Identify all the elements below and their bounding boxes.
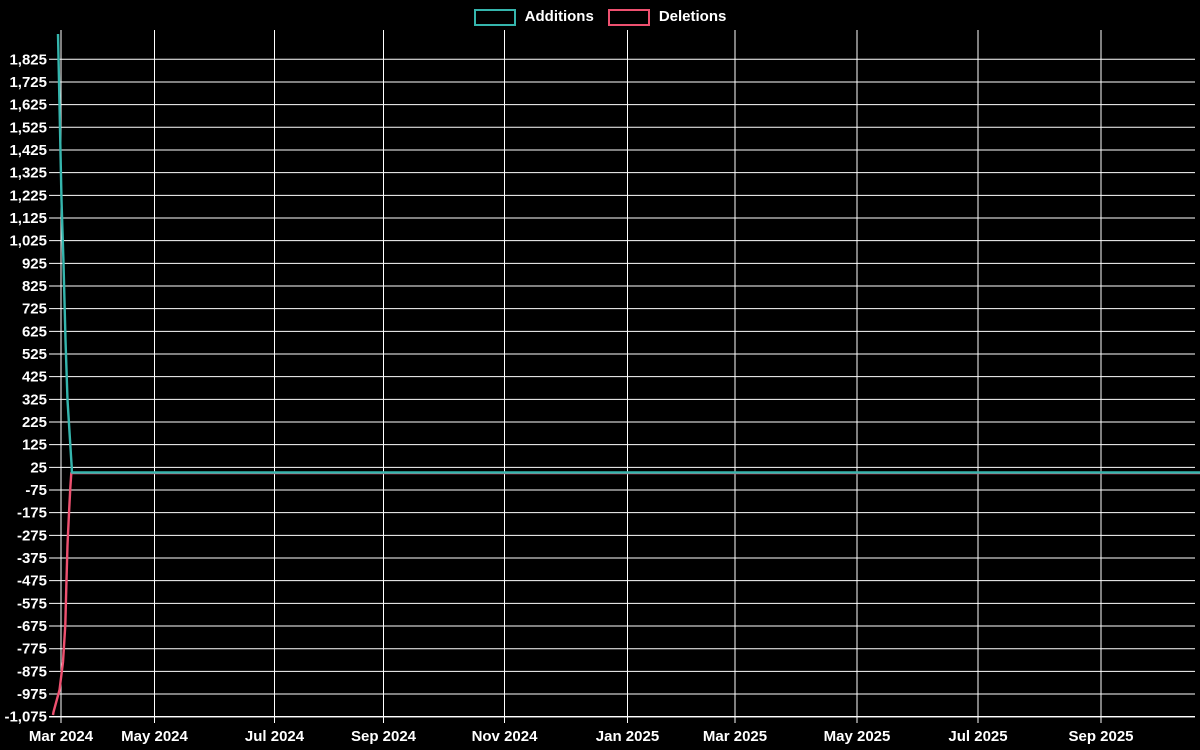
additions-line [56,33,1200,474]
x-axis-tick-label: May 2024 [121,728,188,745]
x-axis-tick-label: Mar 2024 [29,728,94,745]
y-axis-tick-label: 725 [22,301,47,318]
deletions-line [51,471,1200,716]
y-axis-tick-label: 1,625 [9,97,47,114]
y-axis-tick-label: 1,025 [9,233,47,250]
y-axis-tick-label: 525 [22,346,47,363]
y-axis-tick-label: 425 [22,369,47,386]
y-axis-tick-label: -875 [17,663,47,680]
chart-legend: Additions Deletions [0,8,1200,26]
y-axis-tick-label: 25 [30,459,47,476]
y-axis-tick-label: -975 [17,686,47,703]
x-axis-tick-label: Sep 2025 [1068,728,1133,745]
y-axis-tick-label: 125 [22,437,47,454]
y-axis-tick-label: 1,825 [9,51,47,68]
y-axis-tick-label: 825 [22,278,47,295]
x-axis-tick-label: Jan 2025 [596,728,659,745]
x-axis-tick-label: Jul 2024 [245,728,305,745]
deletions-swatch-icon [607,8,650,26]
y-axis-tick-label: 925 [22,255,47,272]
y-axis-tick-label: -1,075 [4,709,47,726]
y-axis-tick-label: -775 [17,641,47,658]
legend-label-deletions: Deletions [658,8,727,25]
y-axis-tick-label: 1,525 [9,119,47,136]
legend-item-deletions[interactable]: Deletions [607,8,727,26]
y-axis-tick-label: 625 [22,323,47,340]
y-axis-tick-label: 1,125 [9,210,47,227]
y-axis-tick-label: -675 [17,618,47,635]
legend-item-additions[interactable]: Additions [473,8,594,26]
y-axis-tick-label: -175 [17,505,47,522]
y-axis-tick-label: -475 [17,573,47,590]
y-axis-tick-label: -75 [25,482,47,499]
x-axis-tick-label: Mar 2025 [703,728,767,745]
x-axis-tick-label: Sep 2024 [351,728,417,745]
y-axis-tick-label: 225 [22,414,47,431]
y-axis-tick-label: -375 [17,550,47,567]
y-axis-tick-label: 1,425 [9,142,47,159]
x-axis-tick-label: Jul 2025 [948,728,1007,745]
y-axis-tick-label: 1,225 [9,187,47,204]
y-axis-tick-label: 1,725 [9,74,47,91]
y-axis-tick-label: -575 [17,595,47,612]
y-axis-tick-label: 1,325 [9,165,47,182]
y-axis-tick-label: 325 [22,391,47,408]
x-axis-tick-label: May 2025 [824,728,891,745]
additions-swatch-icon [473,8,516,26]
legend-label-additions: Additions [524,8,594,25]
y-axis-tick-label: -275 [17,527,47,544]
x-axis-tick-label: Nov 2024 [472,728,539,745]
